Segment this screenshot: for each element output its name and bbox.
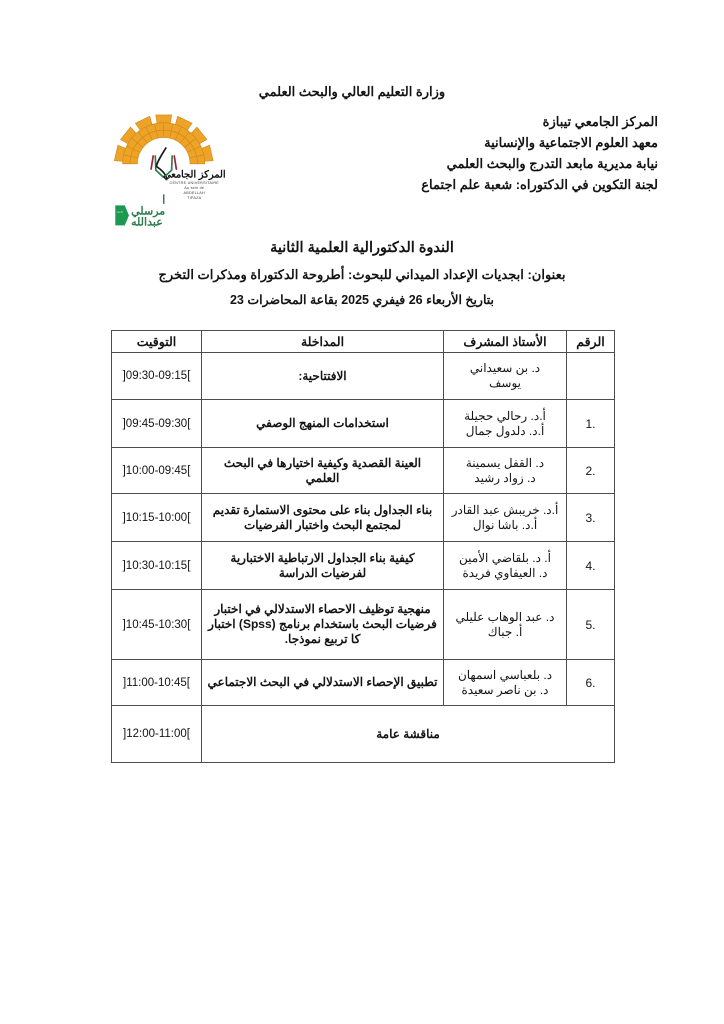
svg-text:المركز الجامعي: المركز الجامعي <box>163 170 226 181</box>
svg-text:ABDELLAH: ABDELLAH <box>184 191 205 195</box>
svg-text:CENTRE UNIVERSITAIRE: CENTRE UNIVERSITAIRE <box>169 181 219 185</box>
svg-text:عبدالله: عبدالله <box>131 217 163 229</box>
svg-text:TIPAZA: TIPAZA <box>187 196 201 200</box>
svg-text:Au sein de: Au sein de <box>184 186 204 190</box>
svg-text:جامعة: جامعة <box>117 209 124 213</box>
